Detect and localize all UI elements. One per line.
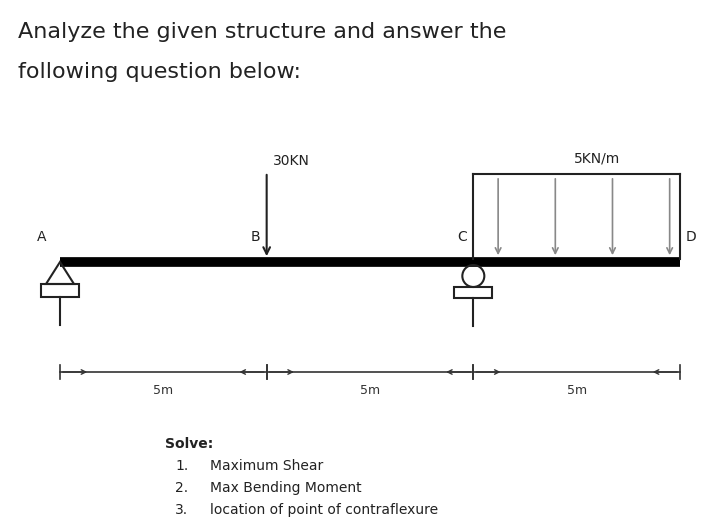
Bar bbox=[41, 284, 79, 297]
Text: 2.: 2. bbox=[175, 481, 188, 495]
Text: A: A bbox=[37, 230, 46, 244]
Text: location of point of contraflexure: location of point of contraflexure bbox=[210, 503, 438, 517]
Text: C: C bbox=[458, 230, 467, 244]
Text: Solve:: Solve: bbox=[165, 437, 213, 451]
Text: B: B bbox=[251, 230, 261, 244]
Text: 30KN: 30KN bbox=[273, 154, 310, 168]
Text: 5m: 5m bbox=[360, 384, 380, 397]
Text: 5m: 5m bbox=[567, 384, 587, 397]
Text: 5KN/m: 5KN/m bbox=[574, 152, 620, 166]
Text: 3.: 3. bbox=[175, 503, 188, 517]
Text: Maximum Shear: Maximum Shear bbox=[210, 459, 323, 473]
Text: Analyze the given structure and answer the: Analyze the given structure and answer t… bbox=[18, 22, 506, 42]
Text: following question below:: following question below: bbox=[18, 62, 301, 82]
Text: D: D bbox=[686, 230, 697, 244]
Text: Max Bending Moment: Max Bending Moment bbox=[210, 481, 361, 495]
Bar bbox=[454, 287, 492, 298]
Text: 1.: 1. bbox=[175, 459, 188, 473]
Text: 5m: 5m bbox=[153, 384, 174, 397]
